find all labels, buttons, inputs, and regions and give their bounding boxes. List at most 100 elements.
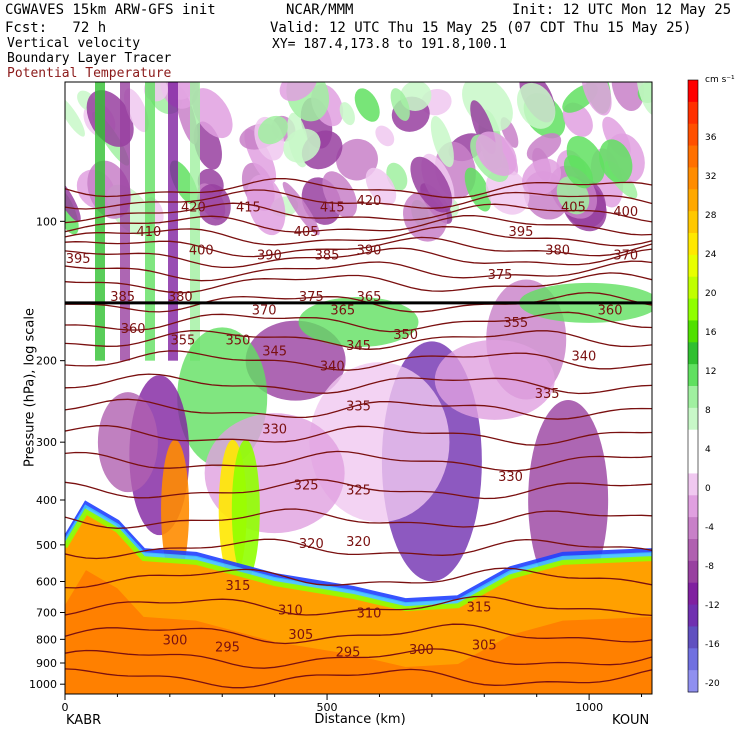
y-tick-label: 700 (36, 606, 57, 619)
theta-contour (65, 247, 652, 269)
theta-label: 345 (346, 339, 371, 354)
velocity-blob (528, 400, 609, 601)
theta-label: 320 (346, 535, 371, 550)
theta-contour (65, 189, 652, 210)
velocity-blob (611, 82, 645, 112)
colorbar-unit: cm s⁻¹ (705, 75, 735, 85)
theta-label: 375 (299, 290, 324, 305)
theta-label: 330 (262, 422, 287, 437)
y-tick-label: 100 (36, 215, 57, 228)
theta-contour (65, 567, 652, 589)
colorbar-swatch (688, 473, 698, 496)
theta-label: 325 (294, 478, 319, 493)
theta-label: 355 (503, 316, 528, 331)
theta-label: 370 (252, 303, 277, 318)
velocity-blob (257, 115, 288, 145)
colorbar-swatch (688, 167, 698, 190)
center-label: NCAR/MMM (286, 2, 354, 18)
theta-contour (65, 648, 652, 669)
x-axis-label: Distance (km) (314, 712, 406, 727)
velocity-blob (526, 133, 562, 162)
updraft-plume (231, 439, 260, 580)
colorbar-swatch (688, 298, 698, 321)
theta-label: 310 (357, 606, 382, 621)
theta-label: 405 (561, 201, 586, 216)
colorbar-label: 8 (705, 406, 711, 416)
theta-contour (65, 291, 652, 313)
plot-frame (64, 81, 653, 695)
velocity-blob (434, 339, 555, 420)
velocity-blob (279, 82, 317, 102)
theta-label: 310 (278, 604, 303, 619)
velocity-blob (430, 116, 454, 168)
colorbar-label: 24 (705, 250, 717, 260)
velocity-blob (283, 128, 321, 163)
colorbar-label: -16 (705, 640, 720, 650)
theta-contour (65, 329, 652, 350)
velocity-blob (354, 88, 380, 122)
velocity-blob (521, 158, 562, 196)
colorbar-label: 36 (705, 133, 717, 143)
end-station: KOUN (612, 713, 650, 728)
overlay-label-potential-temperature: Potential Temperature (7, 66, 172, 81)
x-tick-label: 0 (62, 701, 69, 714)
velocity-blob (298, 296, 419, 347)
theta-label: 380 (545, 243, 570, 258)
theta-label: 295 (215, 641, 240, 656)
theta-contour (65, 373, 652, 395)
theta-contour (65, 668, 652, 689)
theta-contour (65, 311, 652, 333)
velocity-blob (192, 88, 233, 139)
boundary-layer-edge (65, 504, 652, 608)
velocity-blob (410, 156, 453, 213)
theta-label: 340 (320, 360, 345, 375)
y-axis-label: Pressure (hPa), log scale (22, 308, 38, 467)
theta-label: 395 (509, 225, 534, 240)
colorbar-swatch (688, 80, 698, 103)
velocity-blob (464, 167, 492, 212)
colorbar-swatch (688, 407, 698, 431)
velocity-blob (599, 139, 633, 184)
velocity-stripe (95, 82, 105, 361)
theta-contour (65, 450, 652, 472)
theta-label: 385 (110, 290, 135, 305)
theta-label: 390 (357, 243, 382, 258)
overlay-label-boundary-layer-tracer: Boundary Layer Tracer (7, 51, 172, 66)
y-tick-label: 600 (36, 576, 57, 589)
velocity-blob (365, 167, 397, 206)
theta-label: 305 (472, 638, 497, 653)
theta-label: 315 (467, 601, 492, 616)
colorbar-swatch (688, 560, 698, 584)
y-tick-label: 500 (36, 539, 57, 552)
colorbar-label: 20 (705, 289, 717, 299)
colorbar-label: 4 (705, 445, 711, 455)
theta-label: 370 (613, 249, 638, 264)
colorbar-frame (687, 79, 699, 693)
colorbar-swatch (688, 626, 698, 649)
boundary-layer-edge (65, 500, 652, 604)
theta-label: 335 (535, 387, 560, 402)
velocity-stripe (190, 82, 200, 361)
theta-label: 390 (257, 249, 282, 264)
velocity-blob (322, 171, 358, 218)
colorbar-swatch (688, 604, 698, 627)
vertical-velocity-field: 420 415 415 420 405 400 410 405 395 400 390 385 390 3… (65, 82, 652, 694)
y-tick-label: 300 (36, 436, 57, 449)
colorbar-swatch (688, 451, 698, 474)
theta-label: 400 (613, 205, 638, 220)
velocity-blob (636, 82, 652, 116)
velocity-blob (390, 88, 410, 121)
theta-label: 415 (236, 201, 261, 216)
colorbar-label: 28 (705, 211, 717, 221)
theta-label: 385 (315, 249, 340, 264)
colorbar-swatch (688, 276, 698, 300)
theta-label: 345 (262, 344, 287, 359)
velocity-blob (581, 82, 612, 116)
model-title: CGWAVES 15km ARW-GFS init (5, 2, 216, 18)
theta-contour (65, 177, 652, 199)
start-station: KABR (66, 713, 102, 728)
velocity-blob (375, 125, 395, 147)
theta-label: 405 (294, 225, 319, 240)
colorbar-label: -12 (705, 601, 720, 611)
